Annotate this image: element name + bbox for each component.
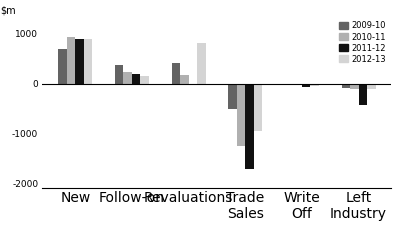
Bar: [58, 49, 67, 84]
Bar: [132, 74, 141, 84]
Bar: [172, 63, 180, 84]
Bar: [293, 84, 302, 85]
Bar: [197, 43, 206, 84]
Text: $m: $m: [1, 6, 16, 16]
Bar: [310, 84, 319, 86]
Bar: [115, 65, 123, 84]
Bar: [67, 37, 75, 84]
Bar: [341, 84, 350, 88]
Bar: [123, 72, 132, 84]
Legend: 2009-10, 2010-11, 2011-12, 2012-13: 2009-10, 2010-11, 2011-12, 2012-13: [338, 20, 387, 65]
Bar: [141, 76, 149, 84]
Bar: [237, 84, 245, 146]
Bar: [84, 39, 93, 84]
Bar: [254, 84, 262, 131]
Bar: [350, 84, 358, 89]
Bar: [367, 84, 376, 89]
Bar: [245, 84, 254, 168]
Bar: [358, 84, 367, 105]
Bar: [180, 75, 189, 84]
Bar: [302, 84, 310, 86]
Bar: [285, 84, 293, 85]
Bar: [228, 84, 237, 109]
Bar: [75, 39, 84, 84]
